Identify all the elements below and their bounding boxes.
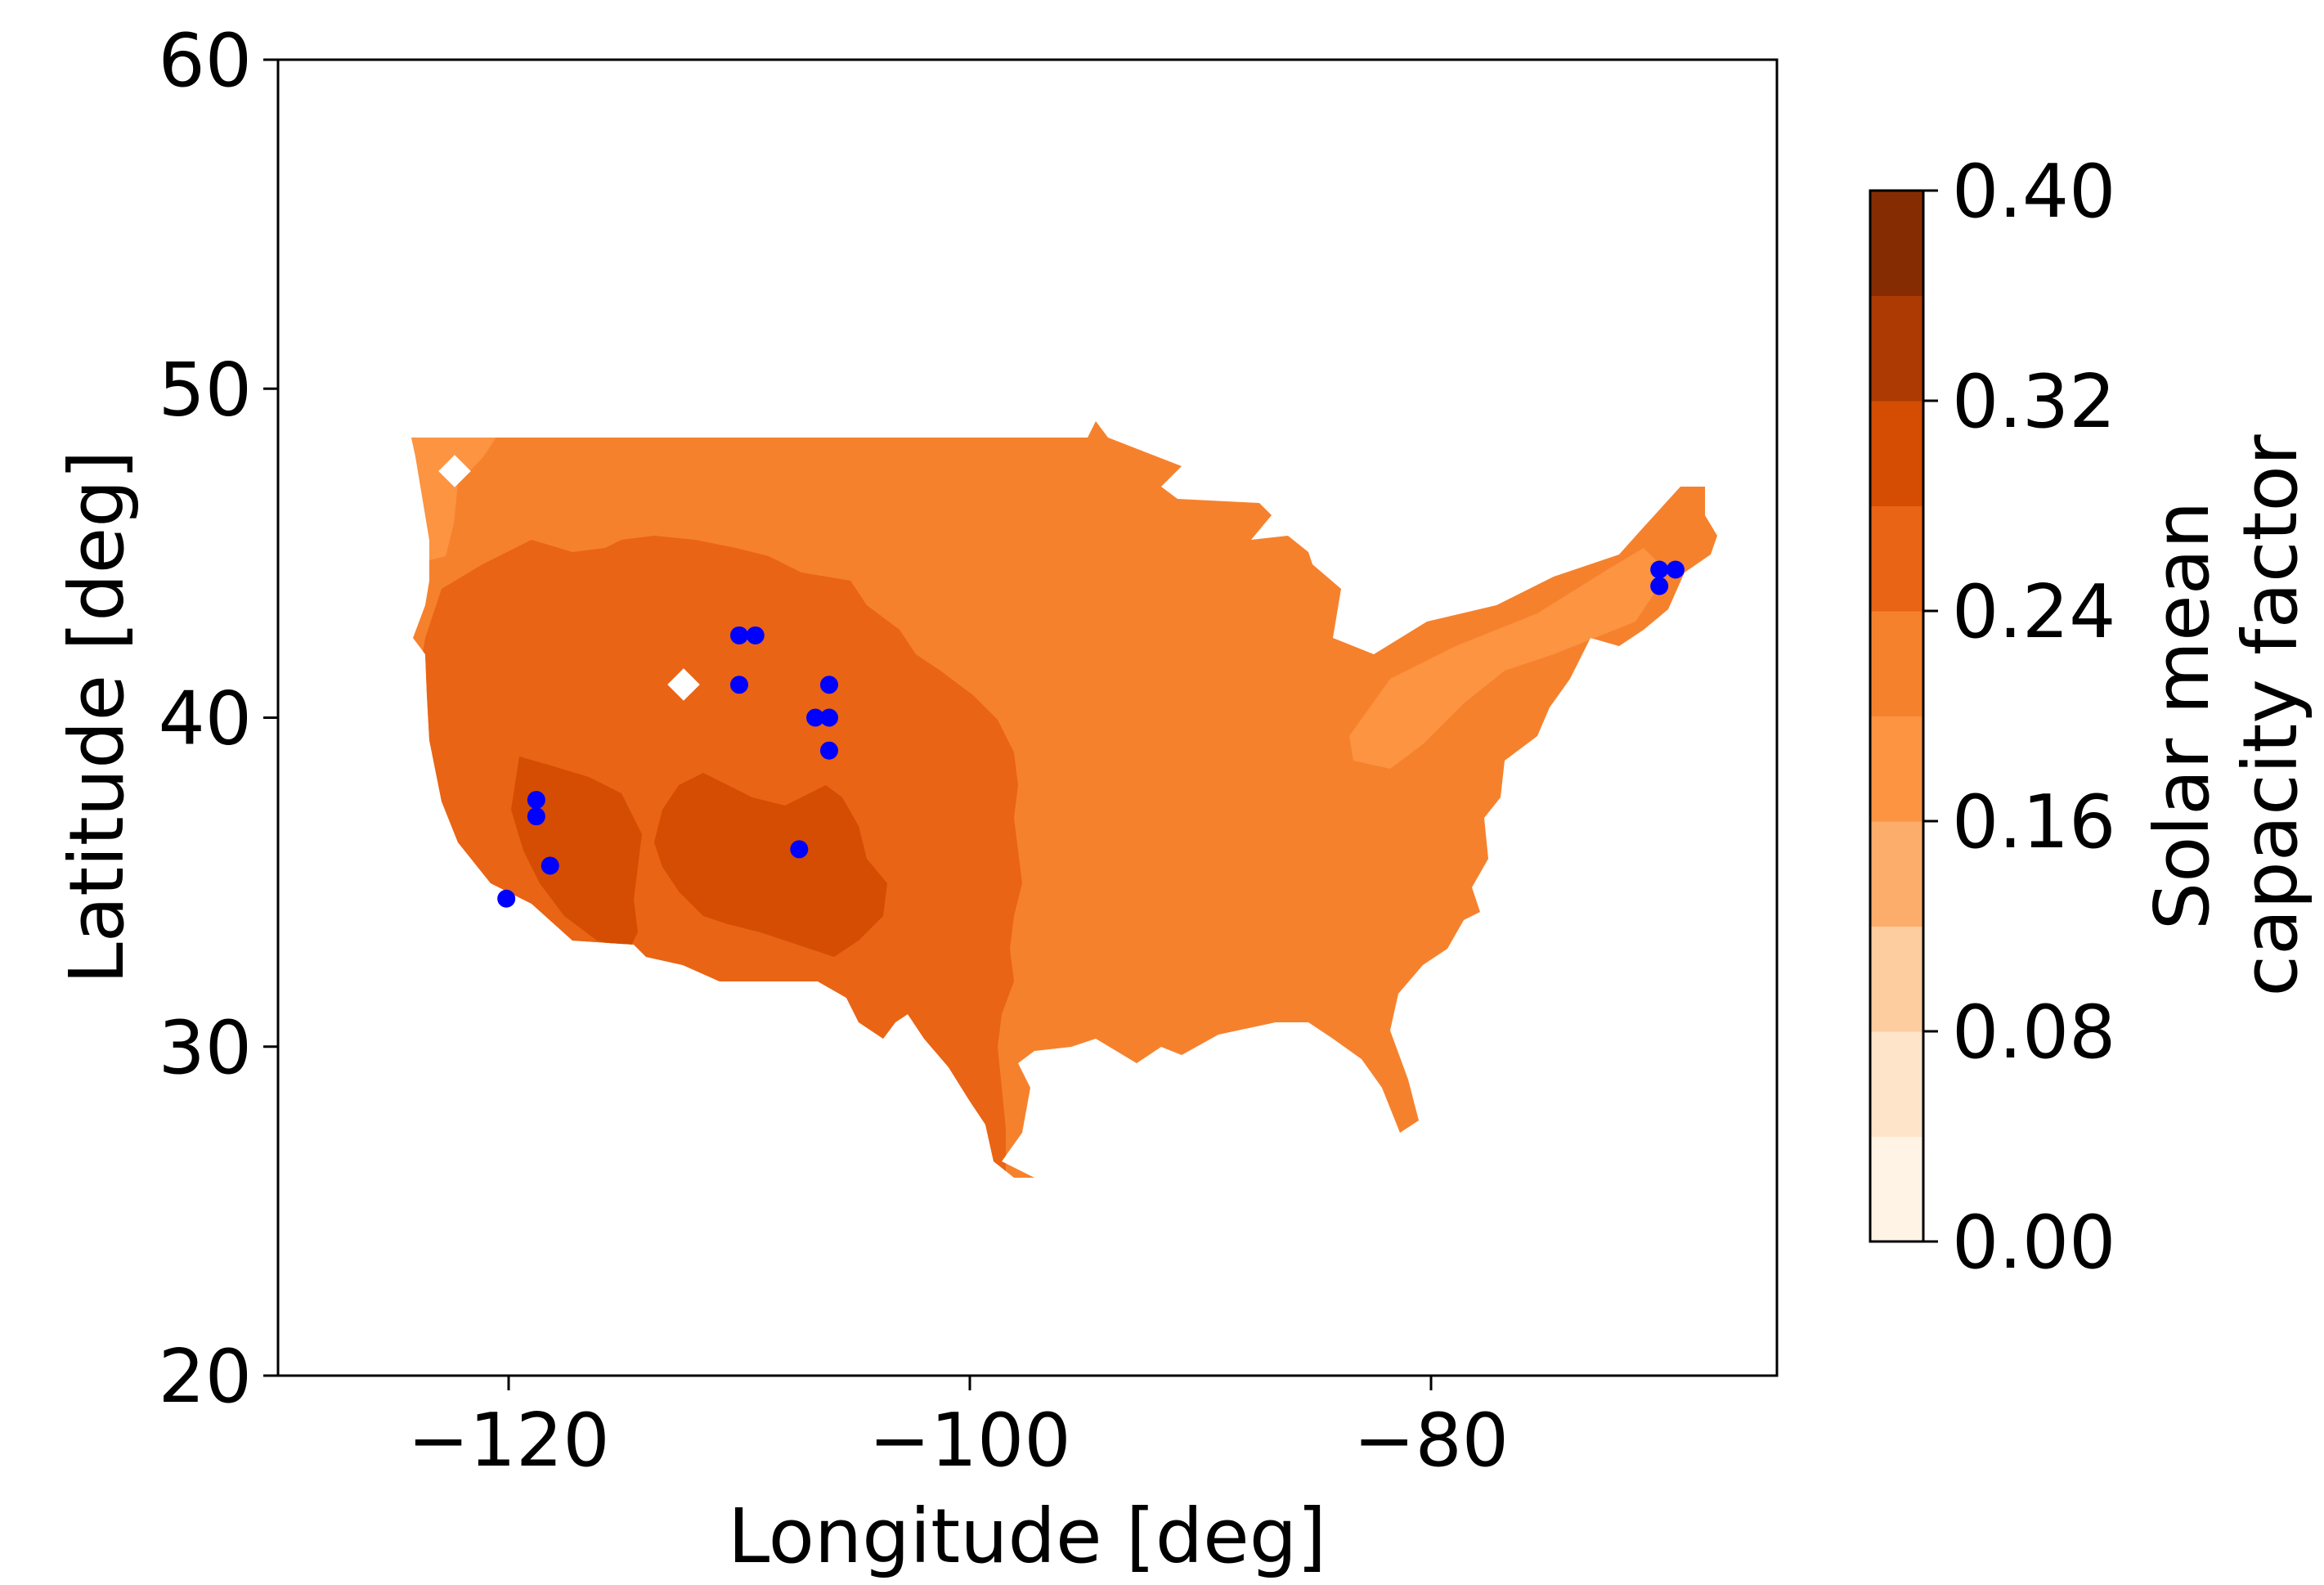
site-marker [819,676,838,694]
missing-cell-utah [667,668,700,701]
site-marker [1650,577,1669,595]
site-marker [746,626,765,644]
y-tick-label: 40 [158,676,252,762]
level-0-16-to-0-20-new-england [1349,548,1668,769]
missing-cell-oregon [438,455,471,487]
colorbar-tick-label: 0.16 [1952,779,2115,865]
x-tick-label: −120 [407,1398,609,1484]
site-marker [1666,560,1685,579]
y-axis-title: Latitude [deg] [53,450,141,984]
colorbar-band [1870,295,1923,402]
colorbar-band [1870,401,1923,506]
y-tick-label: 50 [158,347,252,433]
site-marker [527,807,545,826]
site-marker [497,889,516,908]
site-marker [730,676,748,694]
colorbar-tick-label: 0.08 [1952,990,2115,1075]
colorbar-band [1870,716,1923,822]
colorbar-band [1870,611,1923,716]
colorbar-tick-label: 0.00 [1952,1200,2115,1286]
site-marker [1650,560,1669,579]
y-tick-label: 60 [158,18,252,104]
site-markers [497,560,1685,908]
site-marker [790,840,809,859]
colorbar-band [1870,1031,1923,1137]
colorbar [1870,191,1923,1242]
site-marker [541,856,559,875]
colorbar-tick-label: 0.32 [1952,359,2115,445]
colorbar-tick-label: 0.40 [1952,149,2115,235]
level-0-28-to-0-32-four-corners [654,773,887,957]
colorbar-title-line-1: Solar mean [2138,501,2226,931]
site-marker [730,626,748,644]
site-marker [806,708,825,727]
colorbar-band [1870,505,1923,612]
x-tick-label: −80 [1353,1398,1509,1484]
site-marker [819,741,838,760]
level-0-16-to-0-20-northwest [411,433,499,564]
colorbar-band [1870,191,1923,296]
x-axis-title: Longitude [deg] [728,1493,1326,1580]
x-axis: −120 −100 −80 [407,1376,1509,1484]
y-axis: 20 30 40 50 60 [158,18,278,1420]
colorbar-band [1870,926,1923,1032]
colorbar-ticks: 0.00 0.08 0.16 0.24 0.32 0.40 [1923,149,2115,1286]
y-tick-label: 30 [158,1005,252,1091]
site-marker [527,791,545,810]
x-tick-label: −100 [868,1398,1070,1484]
colorbar-band [1870,821,1923,927]
colorbar-title-line-2: capacity factor [2227,434,2314,996]
y-tick-label: 20 [158,1334,252,1420]
colorbar-band [1870,1136,1923,1242]
site-marker [819,708,838,727]
colorbar-frame [1869,189,1925,1243]
colorbar-tick-label: 0.24 [1952,569,2115,655]
